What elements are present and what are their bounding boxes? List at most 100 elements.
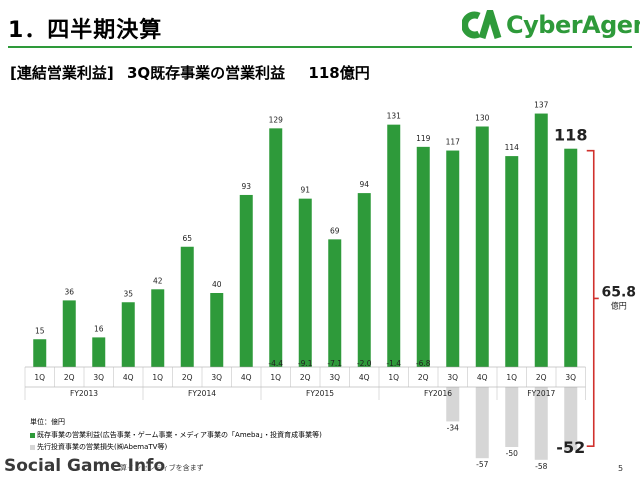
bracket-value-label: 65.8	[601, 284, 636, 300]
quarter-label: 2Q	[182, 373, 193, 382]
loss-bar	[534, 367, 548, 460]
quarter-label: 2Q	[300, 373, 311, 382]
loss-data-label: -9.1	[298, 359, 313, 368]
profit-data-label: 36	[64, 287, 74, 296]
quarter-axis-band	[25, 367, 586, 387]
profit-data-label: 65	[182, 234, 192, 243]
unit-label: 単位：億円	[30, 418, 65, 426]
profit-bar	[475, 126, 489, 367]
quarter-label: 1Q	[388, 373, 399, 382]
loss-data-label: -6.8	[416, 359, 431, 368]
profit-bar	[328, 239, 342, 367]
profit-data-label: 15	[35, 326, 45, 335]
profit-data-label: 137	[534, 101, 549, 110]
profit-bar	[269, 128, 283, 367]
fiscal-year-label: FY2017	[527, 389, 555, 398]
chart-subtitle: [連結営業利益] 3Q既存事業の営業利益 118億円	[10, 62, 370, 83]
subtitle-bracket: [連結営業利益]	[10, 64, 114, 82]
profit-data-label: 91	[300, 186, 310, 195]
title-divider	[8, 46, 632, 48]
profit-bar	[564, 148, 578, 367]
legend-swatch-green	[30, 432, 35, 438]
difference-bracket	[586, 149, 599, 447]
profit-bar	[210, 293, 224, 367]
quarter-label: 1Q	[152, 373, 163, 382]
profit-bar	[62, 300, 76, 367]
quarter-label: 1Q	[34, 373, 45, 382]
loss-data-label: -58	[535, 462, 547, 471]
watermark: Social Game Info	[4, 456, 166, 476]
fiscal-year-label: FY2014	[188, 389, 216, 398]
loss-data-label: -50	[506, 449, 518, 458]
fiscal-year-label: FY2015	[306, 389, 334, 398]
loss-data-label: -2.0	[357, 359, 372, 368]
loss-bar	[564, 367, 578, 451]
profit-data-label: 119	[416, 134, 431, 143]
loss-data-label: -7.1	[327, 359, 342, 368]
profit-data-label: 16	[94, 324, 104, 333]
quarter-label: 1Q	[270, 373, 281, 382]
profit-data-label: 40	[212, 280, 222, 289]
logo-text: CyberAgent.	[506, 11, 640, 39]
logo-mark-icon	[462, 10, 502, 40]
loss-data-label: -4.4	[268, 359, 283, 368]
subtitle-total: 118億円	[308, 64, 370, 82]
profit-data-label: 94	[359, 180, 369, 189]
loss-data-label: -34	[447, 423, 459, 432]
quarter-label: 3Q	[329, 373, 340, 382]
legend-label-investment: 先行投資事業の営業損失(㈱AbemaTV等)	[37, 443, 168, 451]
loss-data-label: -1.4	[386, 359, 401, 368]
quarter-label: 3Q	[211, 373, 222, 382]
profit-data-label: 93	[241, 182, 251, 191]
profit-bar	[33, 339, 47, 367]
profit-data-label: 129	[269, 115, 284, 124]
cyberagent-logo: CyberAgent.	[462, 8, 640, 44]
footnote: 算インセンティブを含まず	[120, 464, 204, 472]
quarter-label: 1Q	[506, 373, 517, 382]
loss-data-label: -57	[476, 460, 488, 469]
loss-data-label: -52	[556, 438, 585, 457]
profit-data-label: 131	[387, 112, 402, 121]
profit-data-label: 130	[475, 114, 490, 123]
quarter-label: 2Q	[418, 373, 429, 382]
profit-data-label: 35	[123, 289, 133, 298]
profit-bar	[446, 150, 460, 367]
profit-bar	[151, 289, 165, 367]
quarter-label: 3Q	[565, 373, 576, 382]
profit-bar	[121, 302, 135, 367]
profit-bar	[505, 156, 519, 367]
profit-bar	[387, 124, 401, 368]
profit-bar	[298, 198, 312, 367]
quarter-label: 3Q	[93, 373, 104, 382]
legend-item-existing: 既存事業の営業利益(広告事業・ゲーム事業・メディア事業の「Ameba」・投資育成…	[30, 430, 322, 440]
fiscal-year-label: FY2016	[424, 389, 452, 398]
subtitle-text: 3Q既存事業の営業利益	[126, 64, 286, 82]
profit-bar	[357, 193, 371, 367]
profit-bar	[180, 246, 194, 367]
loss-bar	[475, 367, 489, 459]
quarter-label: 3Q	[447, 373, 458, 382]
fiscal-year-label: FY2013	[70, 389, 98, 398]
quarter-label: 4Q	[359, 373, 370, 382]
profit-data-label: 114	[505, 143, 520, 152]
profit-bar	[416, 146, 430, 367]
profit-bar	[534, 113, 548, 367]
bracket-unit-label: 億円	[611, 300, 627, 310]
quarter-label: 2Q	[64, 373, 75, 382]
legend-item-investment: 先行投資事業の営業損失(㈱AbemaTV等)	[30, 442, 167, 452]
quarter-label: 4Q	[123, 373, 134, 382]
profit-data-label: 118	[554, 126, 587, 145]
profit-bar	[92, 337, 106, 367]
profit-data-label: 69	[330, 226, 340, 235]
page-title: 1．四半期決算	[8, 18, 163, 43]
quarter-label: 4Q	[241, 373, 252, 382]
page-number: 5	[618, 464, 624, 473]
legend-label-existing: 既存事業の営業利益(広告事業・ゲーム事業・メディア事業の「Ameba」・投資育成…	[37, 431, 322, 439]
quarter-label: 2Q	[536, 373, 547, 382]
profit-data-label: 42	[153, 276, 163, 285]
quarter-label: 4Q	[477, 373, 488, 382]
profit-bar	[239, 194, 253, 367]
profit-data-label: 117	[446, 138, 461, 147]
legend-swatch-gray	[30, 444, 35, 450]
